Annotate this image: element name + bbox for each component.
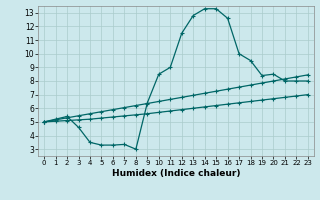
X-axis label: Humidex (Indice chaleur): Humidex (Indice chaleur) — [112, 169, 240, 178]
